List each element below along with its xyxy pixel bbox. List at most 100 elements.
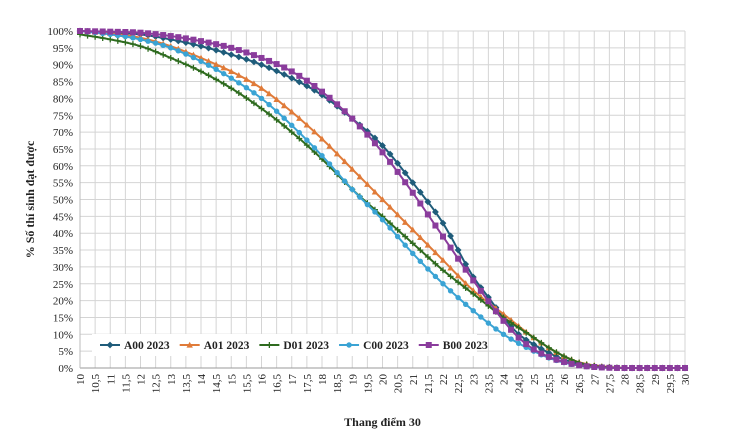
legend-item: C00 2023 — [339, 340, 409, 352]
data-point — [213, 76, 220, 83]
data-point — [606, 364, 613, 371]
x-tick-label: 22 — [438, 374, 450, 385]
x-tick-label: 20,5 — [393, 374, 405, 394]
data-point — [416, 188, 424, 196]
data-point — [409, 226, 416, 233]
data-point — [621, 365, 628, 371]
data-point — [432, 222, 439, 229]
data-point — [425, 266, 431, 272]
data-point — [371, 188, 379, 195]
data-point — [401, 169, 409, 177]
data-point — [500, 331, 507, 337]
data-point — [319, 152, 325, 159]
data-point — [356, 123, 363, 130]
y-tick-label: 50% — [53, 195, 73, 207]
data-point — [363, 127, 371, 135]
data-point — [417, 200, 424, 207]
data-point — [462, 280, 469, 286]
x-tick-label: 17,5 — [302, 374, 314, 394]
data-point — [371, 134, 379, 142]
data-point — [379, 196, 386, 203]
series-layer — [76, 27, 689, 372]
data-point — [530, 341, 538, 348]
data-point — [77, 28, 83, 34]
y-tick-label: 0% — [58, 363, 73, 375]
data-point — [537, 345, 545, 353]
data-point — [266, 101, 272, 108]
data-point — [303, 77, 310, 84]
data-point — [387, 220, 394, 227]
data-point — [538, 339, 545, 346]
data-point — [273, 108, 280, 114]
data-point — [258, 61, 265, 69]
data-point — [387, 225, 393, 231]
data-point — [394, 233, 401, 240]
data-point — [296, 72, 303, 79]
data-point — [235, 47, 242, 54]
data-point — [273, 116, 280, 123]
data-point — [152, 40, 159, 46]
legend-marker — [186, 341, 193, 348]
data-point — [228, 75, 234, 81]
data-point — [629, 365, 636, 371]
x-tick-label: 19 — [347, 374, 359, 386]
data-point — [243, 76, 250, 82]
x-tick-label: 11,5 — [120, 374, 132, 393]
data-point — [280, 102, 288, 109]
data-point — [280, 71, 288, 78]
x-tick-label: 26,5 — [574, 374, 586, 394]
x-axis-ticks: 10 10,5 11 11,5 12 12,5 13 13,5 14 14,5 15 15,5 16 16… — [75, 374, 692, 394]
data-point — [137, 43, 144, 50]
data-point — [319, 88, 325, 95]
x-tick-label: 21,5 — [423, 374, 435, 394]
x-tick-label: 14 — [196, 374, 208, 386]
data-point — [424, 211, 431, 218]
data-point — [447, 273, 454, 280]
data-point — [288, 74, 296, 82]
data-point — [394, 168, 401, 175]
x-tick-label: 21 — [408, 374, 420, 385]
data-point — [357, 194, 363, 200]
y-tick-label: 95% — [53, 43, 73, 55]
data-point — [440, 281, 446, 287]
data-point — [364, 201, 371, 208]
data-point — [250, 100, 257, 107]
data-point — [500, 317, 507, 324]
data-point — [190, 54, 197, 61]
data-point — [258, 85, 265, 91]
data-point — [439, 219, 447, 227]
data-point — [266, 57, 273, 64]
data-point — [545, 353, 552, 360]
data-point — [492, 308, 499, 315]
data-point — [508, 326, 515, 333]
data-point — [462, 266, 469, 273]
data-point — [432, 249, 439, 256]
x-tick-label: 26 — [559, 374, 571, 386]
data-point — [424, 254, 431, 261]
data-point — [212, 46, 220, 54]
data-point — [387, 158, 394, 165]
data-point — [175, 58, 182, 65]
y-tick-label: 100% — [47, 26, 73, 38]
x-tick-label: 23 — [468, 374, 480, 386]
x-tick-label: 16,5 — [272, 374, 284, 394]
x-tick-label: 30 — [680, 374, 692, 386]
data-point — [372, 209, 378, 215]
data-point — [379, 142, 386, 149]
data-point — [583, 363, 590, 370]
data-point — [326, 94, 333, 101]
data-point — [394, 226, 401, 233]
data-point — [220, 42, 227, 49]
data-point — [432, 260, 439, 267]
y-tick-label: 80% — [53, 93, 73, 105]
data-point — [228, 68, 235, 75]
data-point — [455, 279, 462, 286]
data-point — [304, 137, 310, 143]
x-tick-label: 12 — [136, 374, 148, 385]
data-point — [311, 145, 318, 151]
data-point — [447, 244, 454, 251]
x-tick-label: 13,5 — [181, 374, 193, 394]
legend-marker — [425, 342, 432, 348]
legend-item: A00 2023 — [100, 340, 170, 352]
data-point — [213, 41, 220, 48]
